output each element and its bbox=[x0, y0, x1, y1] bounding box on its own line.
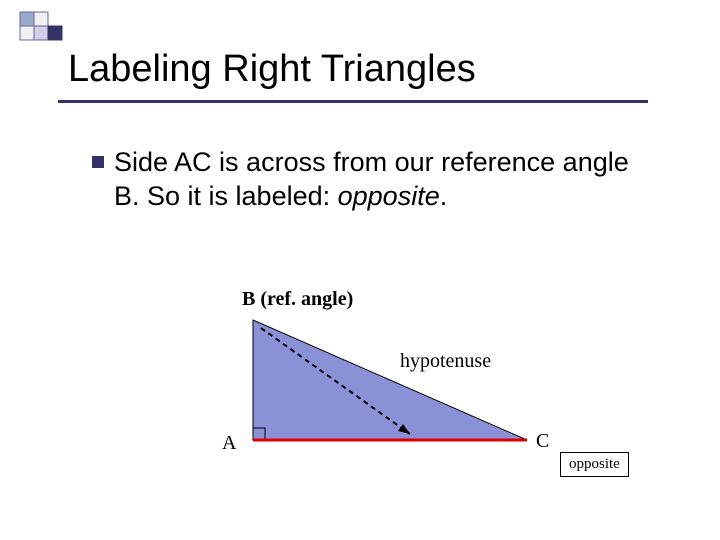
hypotenuse-label: hypotenuse bbox=[400, 350, 491, 373]
vertex-label-c: C bbox=[536, 430, 549, 453]
bullet-square-icon bbox=[92, 156, 104, 168]
opposite-label-box: opposite bbox=[560, 452, 629, 477]
bullet-item: Side AC is across from our reference ang… bbox=[92, 146, 632, 214]
vertex-label-b: B (ref. angle) bbox=[242, 288, 353, 311]
title-underline bbox=[58, 100, 648, 103]
bullet-text-emphasis: opposite bbox=[338, 181, 440, 211]
bullet-text: Side AC is across from our reference ang… bbox=[114, 146, 632, 214]
slide: Labeling Right Triangles Side AC is acro… bbox=[0, 0, 720, 540]
bullet-text-part2: . bbox=[440, 181, 448, 211]
vertex-label-a: A bbox=[222, 432, 236, 455]
slide-title: Labeling Right Triangles bbox=[68, 48, 476, 91]
triangle-diagram bbox=[235, 310, 555, 480]
